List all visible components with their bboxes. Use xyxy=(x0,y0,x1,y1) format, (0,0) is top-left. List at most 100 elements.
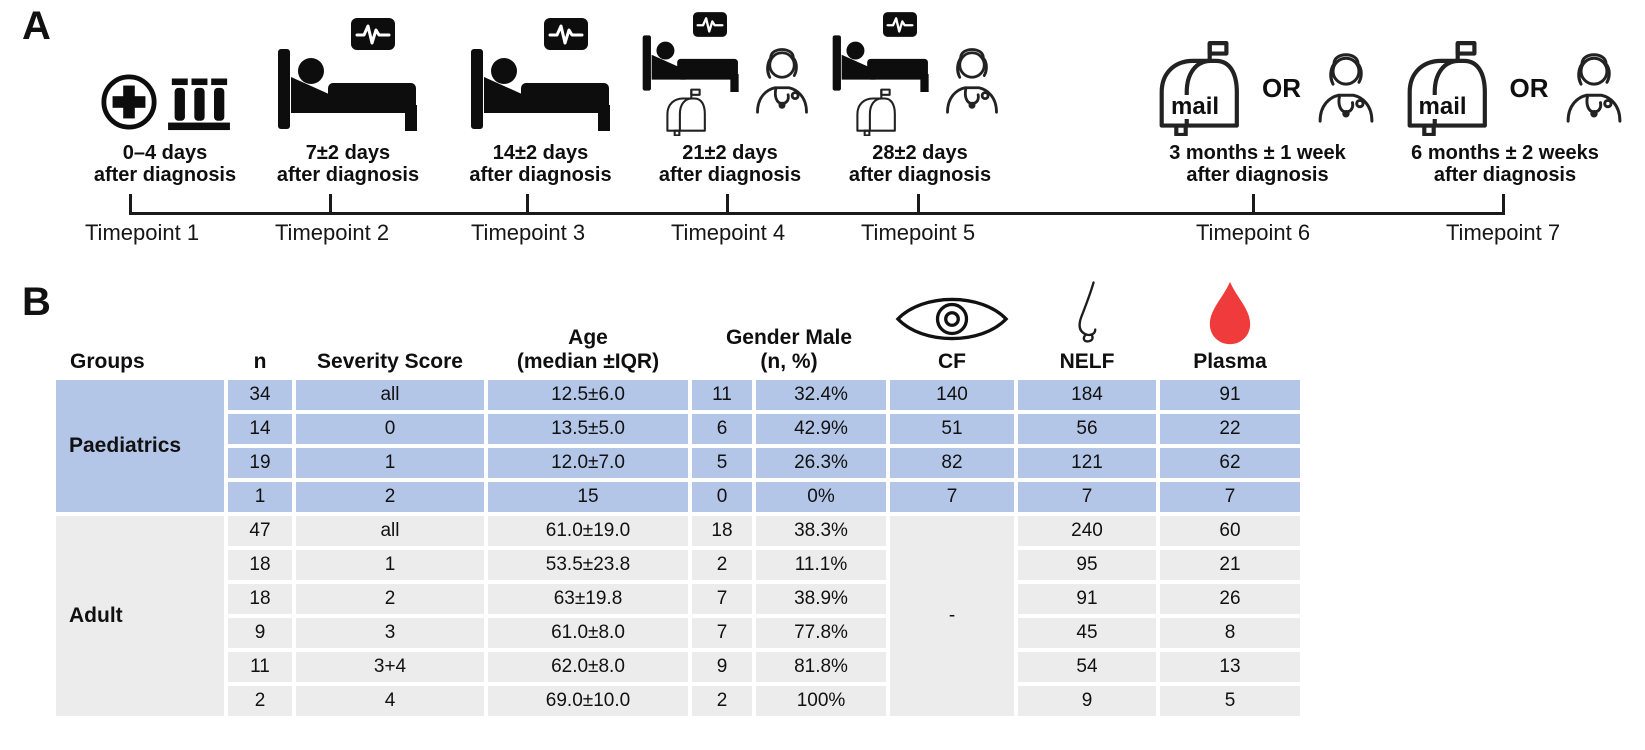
header-age: Age (median ±IQR) xyxy=(516,326,660,373)
gender-pct-cell: 0% xyxy=(756,482,886,512)
timepoint-caption: 7±2 days after diagnosis xyxy=(276,142,420,186)
gender-n-cell: 2 xyxy=(692,686,752,716)
table-header-row: Groups n Severity Score Age (median ±IQR… xyxy=(56,280,1300,376)
table-row: 19 1 12.0±7.0 5 26.3% 82 121 62 xyxy=(56,448,1300,478)
n-cell: 19 xyxy=(228,448,292,478)
nelf-cell: 95 xyxy=(1018,550,1156,580)
nelf-cell: 240 xyxy=(1018,516,1156,546)
gender-n-cell: 6 xyxy=(692,414,752,444)
clinician-icon xyxy=(937,42,1007,121)
severity-cell: 2 xyxy=(296,482,484,512)
timeline-tick xyxy=(329,194,332,213)
plasma-cell: 8 xyxy=(1160,618,1300,648)
n-cell: 18 xyxy=(228,584,292,614)
timeline-tick xyxy=(129,194,132,213)
table-row: Paediatrics 34 all 12.5±6.0 11 32.4% 140 184 91 xyxy=(56,380,1300,512)
gender-n-cell: 9 xyxy=(692,652,752,682)
header-cf: CF xyxy=(890,280,1014,376)
age-cell: 63±19.8 xyxy=(488,584,688,614)
nelf-cell: 121 xyxy=(1018,448,1156,478)
timepoint-group-2: 7±2 days after diagnosis xyxy=(253,8,443,186)
test-tubes-icon xyxy=(168,71,230,136)
timepoint-group-3: 14±2 days after diagnosis xyxy=(448,8,633,186)
nelf-cell: 56 xyxy=(1018,414,1156,444)
timeline-axis xyxy=(129,212,1505,215)
table-body: Paediatrics 34 all 12.5±6.0 11 32.4% 140 184 91 1… xyxy=(56,380,1300,716)
timepoint-label-4: Timepoint 4 xyxy=(670,220,786,245)
nelf-cell: 7 xyxy=(1018,482,1156,512)
severity-cell: 1 xyxy=(296,448,484,478)
age-cell: 13.5±5.0 xyxy=(488,414,688,444)
gender-pct-cell: 42.9% xyxy=(756,414,886,444)
cf-cell: 7 xyxy=(890,482,1014,512)
gender-pct-cell: 100% xyxy=(756,686,886,716)
timepoint-label-7: Timepoint 7 xyxy=(1445,220,1561,245)
n-cell: 11 xyxy=(228,652,292,682)
header-severity: Severity Score xyxy=(317,350,463,373)
timepoint-group-7: mail OR 6 months ± 2 weeks after diagnos… xyxy=(1365,8,1645,186)
nelf-cell: 184 xyxy=(1018,380,1156,410)
n-cell: 9 xyxy=(228,618,292,648)
header-gender-male: Gender Male (n, %) xyxy=(725,326,853,373)
mailbox-icon: mail xyxy=(1380,40,1502,136)
timepoint-caption: 0–4 days after diagnosis xyxy=(93,142,237,186)
gender-pct-cell: 26.3% xyxy=(756,448,886,478)
n-cell: 1 xyxy=(228,482,292,512)
plasma-cell: 5 xyxy=(1160,686,1300,716)
table-row: 11 3+4 62.0±8.0 9 81.8% 54 13 xyxy=(56,652,1300,682)
demographics-table: Groups n Severity Score Age (median ±IQR… xyxy=(52,276,1304,720)
study-timeline-panel: A 0–4 days after diagnosis 7±2 days afte… xyxy=(0,0,1645,260)
gender-n-cell: 5 xyxy=(692,448,752,478)
gender-n-cell: 0 xyxy=(692,482,752,512)
timeline-tick xyxy=(726,194,729,213)
gender-pct-cell: 81.8% xyxy=(756,652,886,682)
n-cell: 18 xyxy=(228,550,292,580)
blood-drop-icon xyxy=(1160,280,1300,346)
nelf-cell: 9 xyxy=(1018,686,1156,716)
age-cell: 69.0±10.0 xyxy=(488,686,688,716)
plasma-cell: 21 xyxy=(1160,550,1300,580)
gender-pct-cell: 38.9% xyxy=(756,584,886,614)
age-cell: 61.0±19.0 xyxy=(488,516,688,546)
n-cell: 34 xyxy=(228,380,292,410)
severity-cell: all xyxy=(296,516,484,546)
table-row: 1 2 15 0 0% 7 7 7 xyxy=(56,482,1300,512)
clinician-icon xyxy=(1557,47,1631,130)
timepoint-group-4: 21±2 days after diagnosis xyxy=(640,8,820,186)
age-cell: 61.0±8.0 xyxy=(488,618,688,648)
age-cell: 62.0±8.0 xyxy=(488,652,688,682)
table-row: 14 0 13.5±5.0 6 42.9% 51 56 22 xyxy=(56,414,1300,444)
group-name-cell: Adult xyxy=(56,516,224,716)
mail-label: mail xyxy=(1417,93,1468,120)
age-cell: 12.0±7.0 xyxy=(488,448,688,478)
mailbox-icon: mail xyxy=(1132,40,1254,136)
timepoint-label-3: Timepoint 3 xyxy=(470,220,586,245)
severity-cell: 3+4 xyxy=(296,652,484,682)
severity-cell: 0 xyxy=(296,414,484,444)
nose-icon xyxy=(1018,280,1156,346)
age-cell: 12.5±6.0 xyxy=(488,380,688,410)
severity-cell: all xyxy=(296,380,484,410)
table-row: 9 3 61.0±8.0 7 77.8% 45 8 xyxy=(56,618,1300,648)
severity-cell: 1 xyxy=(296,550,484,580)
timepoint-caption: 6 months ± 2 weeks after diagnosis xyxy=(1411,142,1599,186)
gender-n-cell: 2 xyxy=(692,550,752,580)
timepoint-group-1: 0–4 days after diagnosis xyxy=(75,8,255,186)
gender-pct-cell: 11.1% xyxy=(756,550,886,580)
eye-icon xyxy=(890,292,1014,346)
severity-cell: 3 xyxy=(296,618,484,648)
gender-pct-cell: 77.8% xyxy=(756,618,886,648)
n-cell: 14 xyxy=(228,414,292,444)
timepoint-caption: 28±2 days after diagnosis xyxy=(848,142,992,186)
or-label: OR xyxy=(1509,72,1549,103)
mailbox-icon xyxy=(847,88,899,141)
timepoint-caption: 21±2 days after diagnosis xyxy=(658,142,802,186)
table-row: Adult 47 all 61.0±19.0 18 38.3% -240 60 xyxy=(56,516,1300,716)
mailbox-icon xyxy=(657,88,709,141)
gender-n-cell: 11 xyxy=(692,380,752,410)
timepoint-label-5: Timepoint 5 xyxy=(860,220,976,245)
timepoint-caption: 14±2 days after diagnosis xyxy=(469,142,612,186)
timeline-tick xyxy=(1252,194,1255,213)
timepoint-caption: 3 months ± 1 week after diagnosis xyxy=(1169,142,1346,186)
table-row: 18 2 63±19.8 7 38.9% 91 26 xyxy=(56,584,1300,614)
